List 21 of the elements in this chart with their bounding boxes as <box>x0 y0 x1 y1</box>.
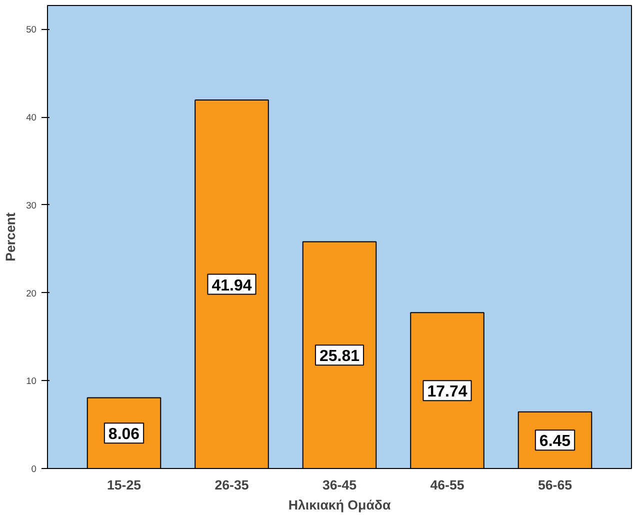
bar <box>302 241 377 468</box>
x-tick-label: 15-25 <box>106 478 142 492</box>
y-tick-label: 10 <box>26 376 37 386</box>
x-tick-label: 36-45 <box>322 478 358 492</box>
data-label: 25.81 <box>319 348 360 366</box>
x-tick-label: 56-65 <box>538 478 573 492</box>
data-label: 8.06 <box>108 426 140 444</box>
y-axis-title: Percent <box>3 212 18 262</box>
y-tick-label: 30 <box>26 200 37 210</box>
y-tick-label: 50 <box>26 24 37 35</box>
x-axis-title: Ηλικιακή Ομάδα <box>288 498 392 512</box>
y-tick-label: 40 <box>26 112 37 123</box>
x-tick-label: 46-55 <box>430 478 465 492</box>
bar <box>194 100 269 468</box>
y-tick-label: 20 <box>26 288 37 298</box>
data-label: 41.94 <box>212 277 252 294</box>
data-label: 17.74 <box>427 384 468 401</box>
data-label: 6.45 <box>539 433 571 450</box>
y-tick-label: 0 <box>31 464 37 474</box>
bar <box>410 312 484 468</box>
x-tick-label: 26-35 <box>214 478 250 492</box>
